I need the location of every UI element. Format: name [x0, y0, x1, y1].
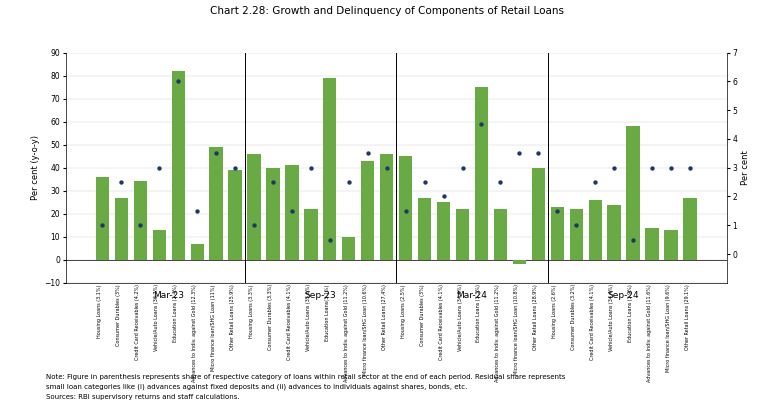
Point [362, 150, 374, 156]
Bar [626, 126, 640, 260]
Point [475, 121, 488, 128]
Point [684, 164, 696, 171]
Text: Note: Figure in parenthesis represents share of respective category of loans wit: Note: Figure in parenthesis represents s… [46, 374, 566, 380]
Point [134, 222, 146, 229]
Bar [172, 71, 185, 260]
Point [456, 164, 468, 171]
Bar [588, 200, 602, 260]
Bar [247, 154, 261, 260]
Text: Sep-24: Sep-24 [608, 291, 639, 300]
Point [551, 208, 564, 214]
Bar [209, 147, 223, 260]
Bar [418, 198, 431, 260]
Text: small loan categories like (i) advances against fixed deposits and (ii) advances: small loan categories like (i) advances … [46, 384, 468, 390]
Point [305, 164, 317, 171]
Text: Mar-23: Mar-23 [153, 291, 184, 300]
Bar [608, 204, 621, 260]
Text: Sep-23: Sep-23 [305, 291, 336, 300]
Bar [229, 170, 242, 260]
Point [210, 150, 223, 156]
Bar [399, 156, 412, 260]
Point [248, 222, 261, 229]
Point [438, 193, 450, 200]
Bar [190, 244, 204, 260]
Text: Mar-24: Mar-24 [457, 291, 488, 300]
Point [494, 179, 506, 185]
Bar [342, 237, 356, 260]
Bar [456, 209, 469, 260]
Bar [285, 165, 298, 260]
Point [513, 150, 526, 156]
Bar [683, 198, 696, 260]
Point [172, 78, 185, 84]
Bar [267, 168, 280, 260]
Y-axis label: Per cent (y-o-y): Per cent (y-o-y) [31, 135, 40, 200]
Bar [475, 87, 488, 260]
Point [96, 222, 108, 229]
Bar [645, 227, 659, 260]
Point [153, 164, 165, 171]
Bar [152, 230, 166, 260]
Bar [305, 209, 318, 260]
Point [380, 164, 393, 171]
Y-axis label: Per cent: Per cent [741, 150, 751, 185]
Point [646, 164, 659, 171]
Point [115, 179, 128, 185]
Bar [664, 230, 678, 260]
Bar [570, 209, 583, 260]
Bar [114, 198, 128, 260]
Text: Sources: RBI supervisory returns and staff calculations.: Sources: RBI supervisory returns and sta… [46, 394, 240, 400]
Bar [361, 161, 374, 260]
Point [665, 164, 677, 171]
Point [324, 236, 336, 243]
Point [286, 208, 298, 214]
Bar [380, 154, 393, 260]
Bar [550, 207, 564, 260]
Point [229, 164, 241, 171]
Point [532, 150, 544, 156]
Point [267, 179, 279, 185]
Bar [494, 209, 507, 260]
Bar [134, 181, 147, 260]
Point [191, 208, 203, 214]
Point [589, 179, 601, 185]
Point [608, 164, 620, 171]
Bar [512, 260, 526, 264]
Bar [532, 168, 545, 260]
Point [570, 222, 582, 229]
Bar [96, 177, 109, 260]
Text: Chart 2.28: Growth and Delinquency of Components of Retail Loans: Chart 2.28: Growth and Delinquency of Co… [209, 6, 564, 16]
Point [400, 208, 412, 214]
Point [627, 236, 639, 243]
Bar [323, 78, 336, 260]
Point [342, 179, 355, 185]
Bar [437, 202, 450, 260]
Point [418, 179, 431, 185]
